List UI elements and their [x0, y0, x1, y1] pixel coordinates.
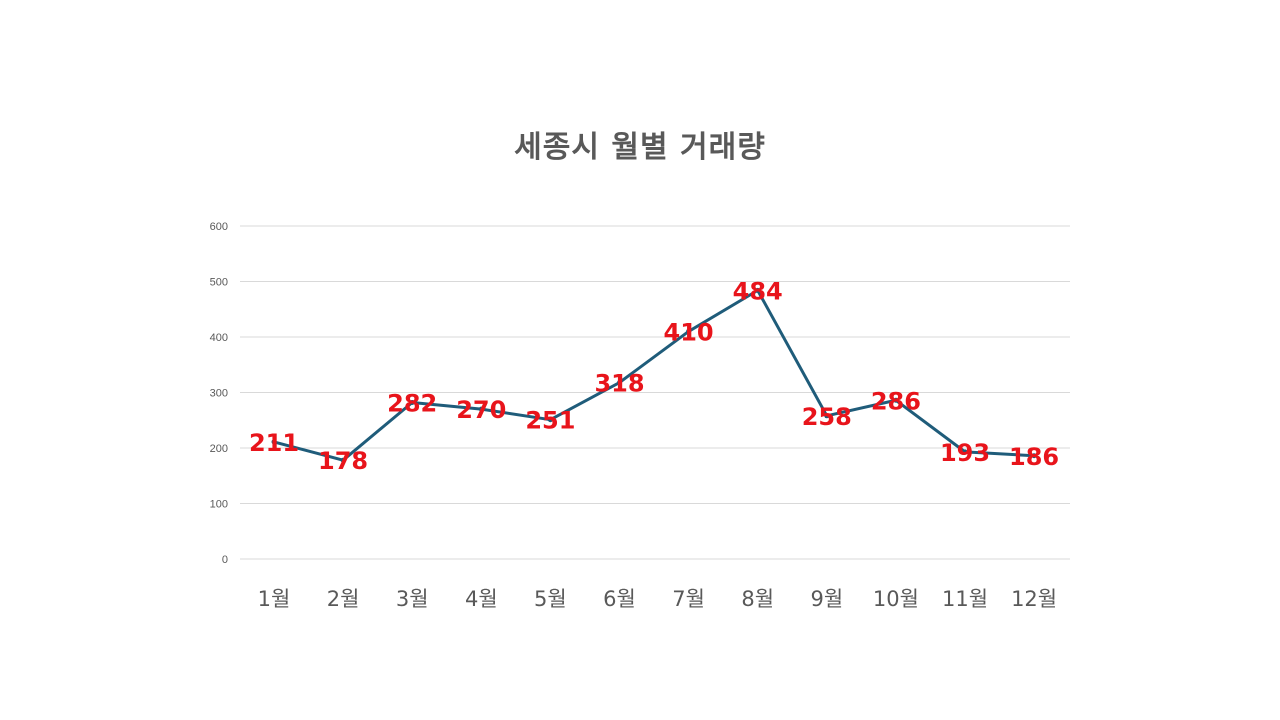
data-point: [893, 397, 899, 403]
data-point: [340, 457, 346, 463]
y-tick-label: 0: [222, 554, 228, 566]
data-point: [686, 328, 692, 334]
data-point: [478, 406, 484, 412]
data-label: 318: [594, 370, 644, 398]
x-tick-label: 11월: [942, 587, 988, 611]
series: [271, 287, 1037, 463]
y-tick-label: 400: [210, 332, 228, 344]
y-tick-label: 300: [210, 388, 228, 400]
x-tick-label: 4월: [465, 587, 498, 611]
data-point: [547, 417, 553, 423]
data-labels: 211 178 282 270 251 318 410 484 258 286 193 186: [249, 277, 1059, 475]
x-tick-label: 3월: [396, 587, 429, 611]
x-tick-label: 2월: [327, 587, 360, 611]
x-tick-label: 6월: [603, 587, 636, 611]
data-label: 286: [871, 387, 921, 415]
data-point: [409, 399, 415, 405]
y-axis-ticks: 0 100 200 300 400 500 600: [210, 221, 228, 566]
series-line: [272, 288, 1036, 462]
x-tick-label: 9월: [810, 587, 843, 611]
x-axis-ticks: 1월 2월 3월 4월 5월 6월 7월 8월 9월 10월 11월 12월: [258, 587, 1057, 611]
x-tick-label: 7월: [672, 587, 705, 611]
data-label: 270: [456, 396, 506, 424]
x-tick-label: 12월: [1011, 587, 1057, 611]
y-tick-label: 200: [210, 443, 228, 455]
data-point: [617, 380, 622, 386]
data-label: 410: [664, 318, 714, 346]
gridlines: [240, 225, 1070, 560]
data-label: 193: [940, 439, 990, 467]
x-tick-label: 8월: [741, 587, 774, 611]
data-point: [962, 449, 968, 455]
data-label: 211: [249, 429, 299, 457]
data-label: 258: [802, 403, 852, 431]
data-point: [271, 439, 277, 445]
data-label: 282: [387, 389, 437, 417]
y-tick-label: 600: [210, 221, 228, 233]
data-point: [755, 287, 761, 293]
chart-title: 세종시 월별 거래량: [514, 130, 766, 165]
data-label: 186: [1009, 443, 1059, 471]
x-tick-label: 1월: [258, 587, 291, 611]
data-label: 484: [733, 277, 783, 305]
data-point: [1031, 453, 1037, 459]
x-tick-label: 5월: [534, 587, 567, 611]
y-tick-label: 500: [210, 277, 228, 289]
data-point: [824, 413, 830, 419]
y-tick-label: 100: [210, 499, 228, 511]
x-tick-label: 10월: [873, 587, 919, 611]
data-label: 251: [525, 407, 575, 435]
data-label: 178: [318, 447, 368, 475]
